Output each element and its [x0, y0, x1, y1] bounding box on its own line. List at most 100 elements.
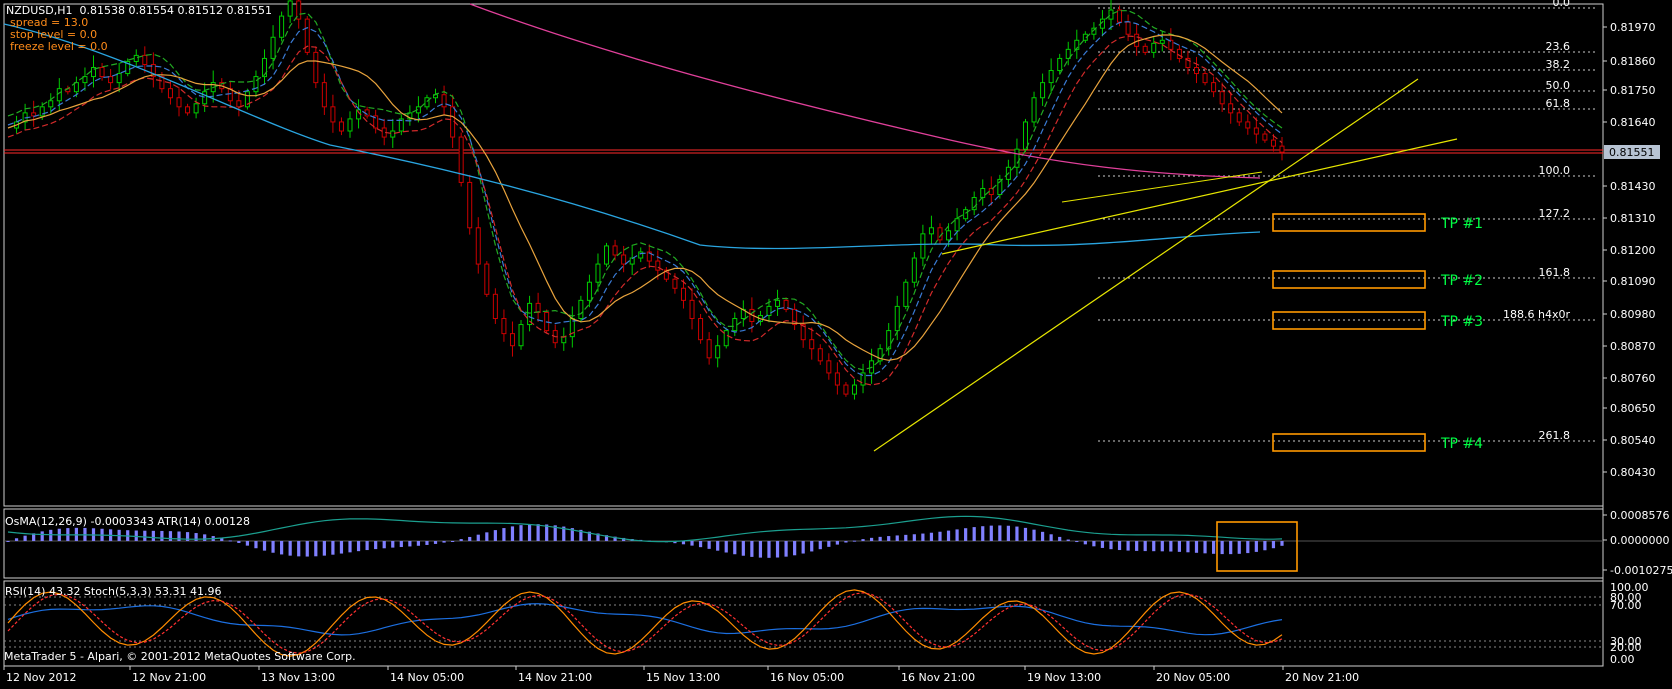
osma-bar: [827, 541, 831, 547]
osma-bar: [613, 536, 617, 541]
stoch-signal-line: [7, 592, 1283, 654]
rsi-axis-label: 100.00: [1610, 581, 1649, 594]
price-axis-label: 0.81310: [1610, 212, 1656, 225]
spread-info: spread = 13.0: [10, 16, 89, 29]
candle-bull: [578, 299, 584, 320]
price-axis-label: 0.80980: [1610, 308, 1656, 321]
osma-bar: [356, 541, 361, 552]
osma-bar: [716, 541, 720, 551]
main-chart-frame: [3, 3, 1604, 507]
fib-level-label: 127.2: [1539, 207, 1571, 220]
candle-bear: [826, 360, 832, 374]
candle-bear: [1245, 121, 1251, 129]
osma-bar: [237, 541, 241, 544]
candle-bear: [612, 245, 618, 256]
rsi-axis-label: 80.00: [1610, 591, 1642, 604]
osma-bar: [972, 527, 976, 541]
osma-bar: [1186, 541, 1190, 553]
osma-bar: [793, 541, 797, 556]
price-axis-label: 0.81970: [1610, 21, 1656, 34]
time-axis-label: 20 Nov 21:00: [1285, 671, 1359, 684]
candle-bull: [91, 67, 97, 78]
osma-bar: [1271, 541, 1276, 549]
candle-bear: [1185, 57, 1191, 69]
osma-highlight-box: [1216, 521, 1298, 572]
osma-bar: [1254, 541, 1258, 552]
time-axis-label: 14 Nov 05:00: [390, 671, 464, 684]
osma-bar: [1246, 541, 1250, 554]
osma-bar: [1066, 539, 1070, 541]
candle-bull: [407, 112, 413, 120]
fib-level-label: 61.8: [1546, 97, 1571, 110]
candle-bear: [834, 372, 840, 386]
rsi-line: [7, 603, 1283, 636]
stoch-main-line: [7, 589, 1283, 657]
osma-bar: [758, 541, 763, 558]
price-axis-label: 0.80430: [1610, 466, 1656, 479]
candle-bull: [877, 348, 883, 362]
candle-bear: [1117, 9, 1123, 23]
candle-bull: [390, 130, 396, 138]
tp-box-1: [1272, 213, 1426, 232]
osma-bar: [707, 541, 711, 549]
candle-bear: [663, 269, 669, 280]
osma-bar: [459, 539, 463, 541]
tp-box-4: [1272, 433, 1426, 452]
candle-bull: [595, 263, 601, 283]
osma-bar: [1169, 541, 1173, 552]
candle-bull: [586, 281, 592, 301]
candle-bull: [1031, 97, 1037, 123]
osma-bar: [14, 538, 19, 541]
candle-bull: [279, 15, 285, 38]
candle-bear: [236, 100, 242, 108]
osma-bar: [348, 541, 352, 553]
candle-bear: [1253, 127, 1259, 135]
osma-bar: [912, 534, 916, 541]
tp-box-2: [1272, 270, 1426, 289]
candle-bull: [629, 257, 635, 265]
candle-bear: [655, 260, 661, 271]
osma-bar: [1143, 541, 1147, 552]
osma-bar: [1152, 541, 1156, 552]
rsi-panel-title: RSI(14) 43.32 Stoch(5,3,3) 53.31 41.96: [5, 585, 222, 598]
osma-bar: [904, 534, 908, 541]
candle-bear: [296, 0, 302, 20]
candle-bear: [809, 339, 815, 350]
candle-bear: [467, 181, 473, 229]
osma-bar: [1015, 526, 1019, 541]
osma-bar: [562, 526, 566, 541]
candle-bear: [142, 54, 148, 65]
candle-bull: [262, 57, 268, 78]
osma-bar: [1023, 527, 1028, 541]
osma-bar: [305, 541, 309, 557]
osma-bar: [519, 525, 523, 541]
candle-bear: [150, 63, 156, 78]
candle-bull: [1151, 42, 1157, 53]
candle-bear: [1142, 45, 1148, 53]
ma-cyan-line: [3, 23, 1261, 250]
osma-bar: [767, 541, 771, 558]
tp-box-3: [1272, 311, 1426, 330]
candle-bull: [1040, 82, 1046, 99]
time-axis-label: 16 Nov 05:00: [770, 671, 844, 684]
candle-bear: [817, 348, 823, 362]
osma-bar: [425, 541, 429, 545]
osma-axis-label: -0.0010275: [1610, 564, 1672, 577]
rsi-axis-label: 0.00: [1610, 653, 1635, 666]
osma-bar: [861, 539, 865, 541]
osma-bar: [280, 541, 284, 555]
fib-level-label: 161.8: [1539, 266, 1571, 279]
time-axis-label: 12 Nov 21:00: [132, 671, 206, 684]
osma-bar: [510, 526, 515, 541]
osma-bar: [502, 528, 506, 541]
candle-bear: [1193, 67, 1199, 75]
candle-bull: [193, 103, 199, 114]
osma-bar: [1006, 525, 1010, 541]
candle-bull: [1048, 70, 1054, 84]
osma-bar: [365, 541, 369, 551]
ma-green-line: [7, 10, 1283, 371]
candle-bull: [398, 118, 404, 132]
candle-bear: [458, 136, 464, 183]
